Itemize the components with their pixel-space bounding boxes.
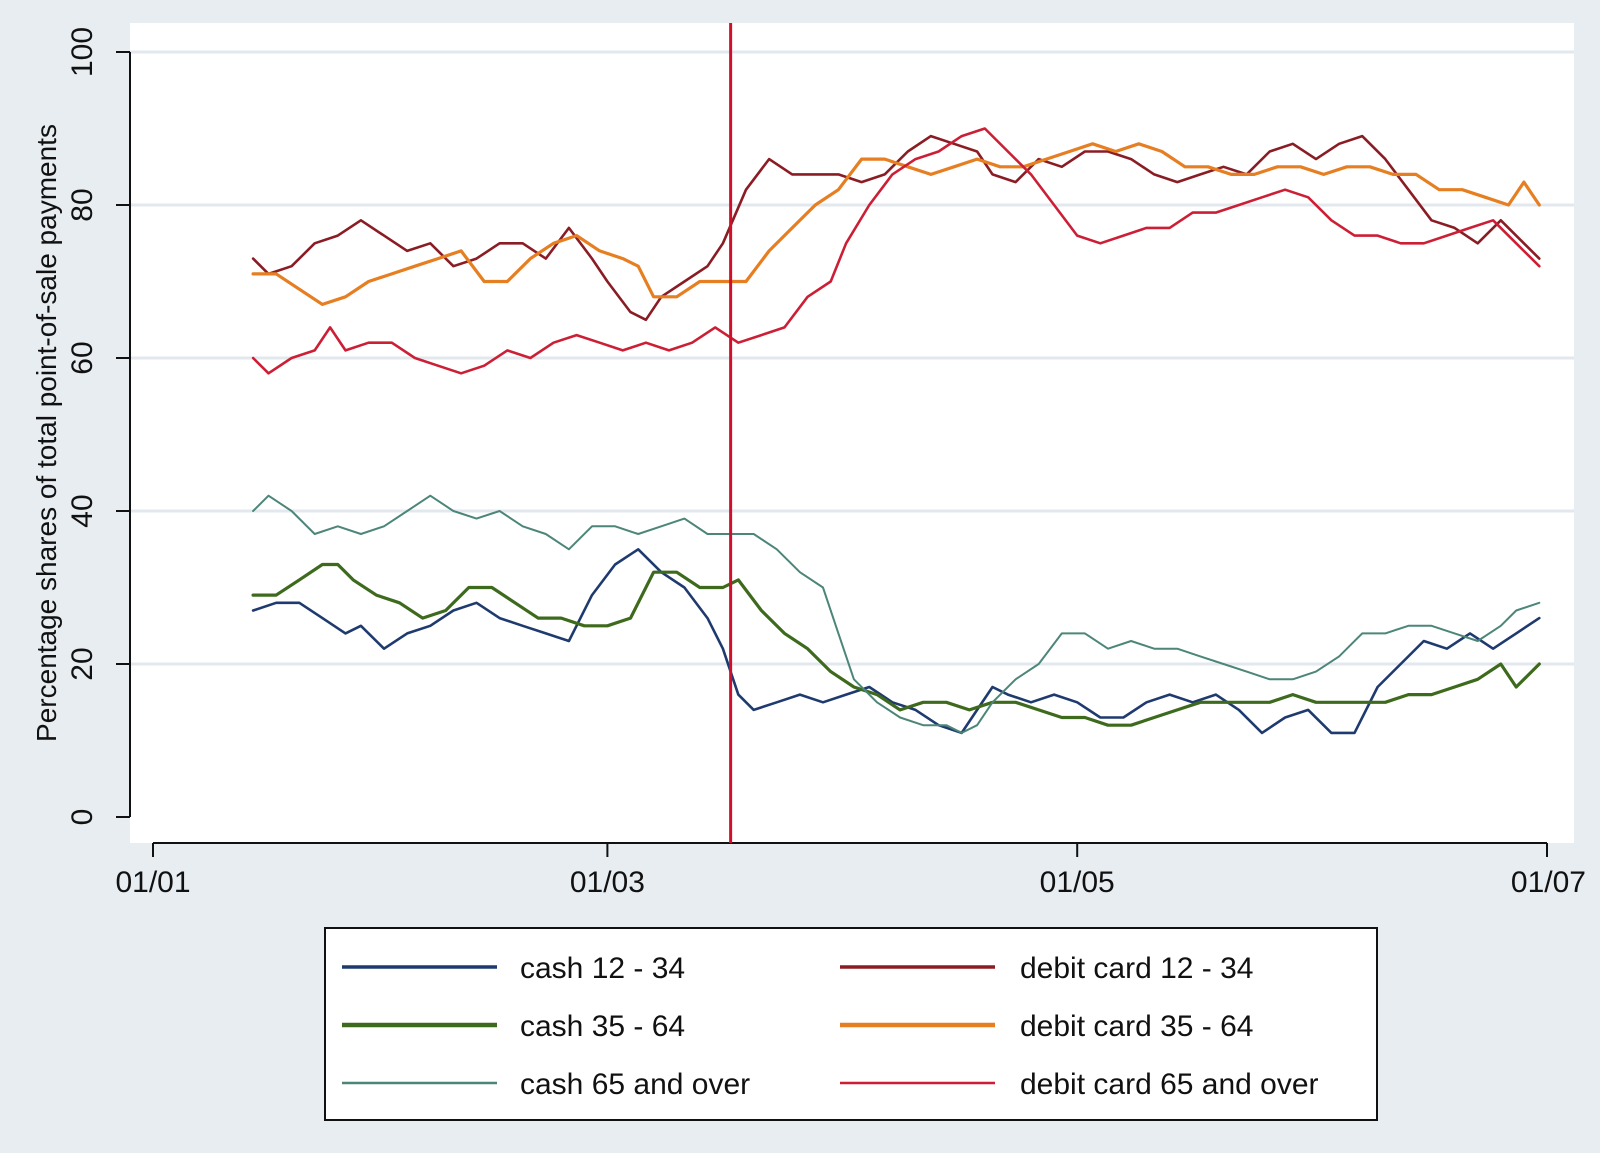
legend: cash 12 - 34 debit card 12 - 34 cash 35 - … (324, 927, 1378, 1121)
gridlines (130, 50, 1574, 666)
y-tick-label: 20 (66, 647, 99, 680)
plot-area (130, 23, 1574, 843)
series-line-2 (252, 494, 1541, 734)
series-line-5 (251, 127, 1541, 375)
legend-label: cash 35 - 64 (520, 1010, 685, 1043)
y-tick-label: 100 (66, 27, 99, 77)
y-tick-label: 60 (66, 341, 99, 374)
legend-label: debit card 12 - 34 (1020, 952, 1253, 985)
legend-label: cash 65 and over (520, 1068, 750, 1101)
y-tick-label: 40 (66, 494, 99, 527)
legend-label: debit card 35 - 64 (1020, 1010, 1253, 1043)
y-axis-title: Percentage shares of total point-of-sale… (31, 124, 62, 742)
legend-label: debit card 65 and over (1020, 1068, 1319, 1101)
x-tick-label: 01/07 (1511, 866, 1586, 899)
x-tick-label: 01/03 (570, 866, 645, 899)
series-line-4 (251, 142, 1541, 306)
y-axis: 0 20 40 60 80 100 (66, 27, 131, 826)
series-line-1 (251, 562, 1541, 727)
series-line-0 (251, 548, 1541, 735)
legend-label: cash 12 - 34 (520, 952, 685, 985)
x-tick-label: 01/01 (115, 866, 190, 899)
y-tick-label: 80 (66, 188, 99, 221)
x-tick-label: 01/05 (1040, 866, 1115, 899)
y-tick-label: 0 (66, 809, 99, 826)
series-layer (251, 127, 1541, 735)
x-axis: 01/01 01/03 01/05 01/07 (115, 842, 1586, 899)
